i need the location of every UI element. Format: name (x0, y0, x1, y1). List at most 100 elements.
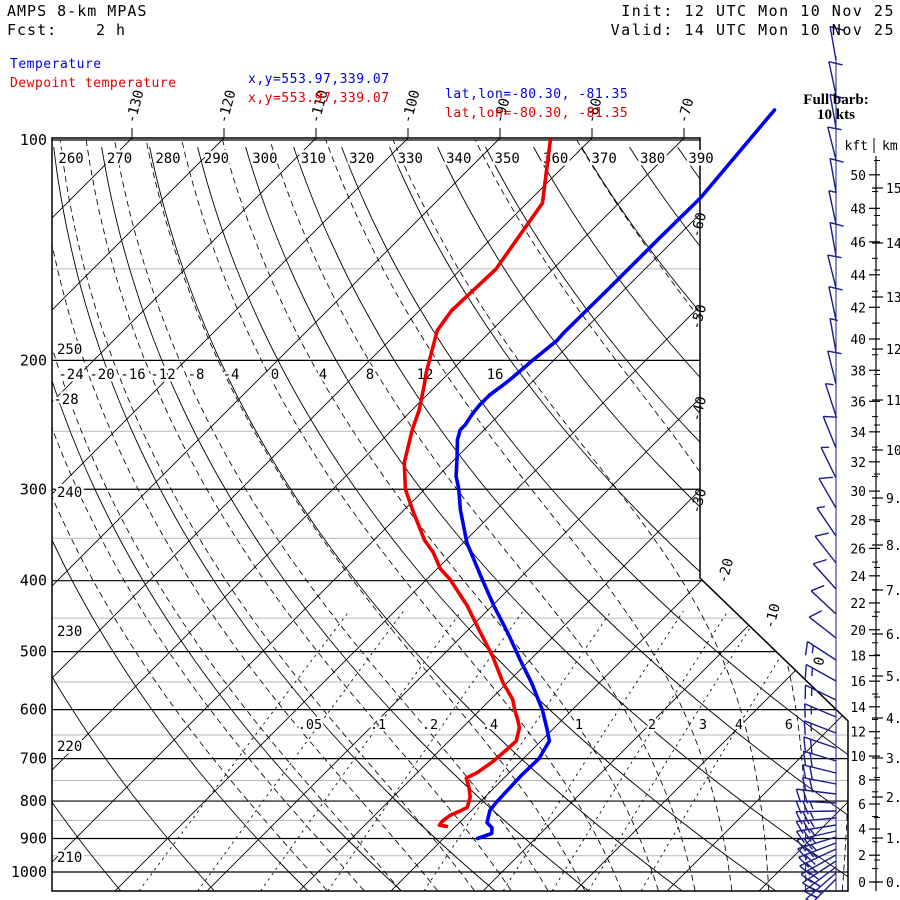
km-tick-label: 6. (886, 628, 900, 643)
mixing-ratio-label: 6 (785, 717, 793, 733)
pressure-label: 600 (20, 701, 47, 719)
isotherm-top-label: -80 (583, 96, 605, 125)
theta-top-label: 270 (107, 151, 132, 167)
full-barb-note-line2: 10 kts (817, 107, 855, 123)
km-tick-label: 5. (886, 670, 900, 685)
moist-adiabat-label: 0 (271, 367, 279, 383)
km-tick-label: 10. (886, 444, 900, 459)
kft-tick-label: 40 (850, 333, 866, 348)
km-tick-label: 14. (886, 237, 900, 252)
theta-top-label: 340 (446, 151, 471, 167)
chart-frame (51, 137, 849, 892)
theta-left-label: 210 (57, 850, 82, 866)
km-tick-label: 7. (886, 584, 900, 599)
kft-tick-label: 18 (850, 650, 866, 665)
isotherm-top-label: -70 (675, 96, 697, 125)
moist-adiabat-label: 4 (319, 367, 327, 383)
grid-lines (52, 138, 848, 891)
height-scale: kft km02468101214161820222426283032343638… (845, 138, 900, 891)
moist-adiabat-label: 8 (366, 367, 374, 383)
moist-adiabat-label: -12 (150, 367, 175, 383)
mixing-ratio-label: 2 (648, 717, 656, 733)
mixing-ratio-label: .4 (482, 717, 498, 733)
isotherm-top-label: -120 (215, 88, 239, 125)
mixing-ratio-label: .2 (422, 717, 438, 733)
pressure-label: 500 (20, 643, 47, 661)
km-tick-label: 0. (886, 876, 900, 891)
kft-tick-label: 10 (850, 750, 866, 765)
km-tick-label: 9. (886, 492, 900, 507)
kft-tick-label: 8 (858, 774, 866, 789)
pressure-label: 200 (20, 351, 47, 369)
km-axis-title: km (882, 139, 898, 154)
moist-adiabat-label: -24 (58, 367, 83, 383)
model-title: AMPS 8-km MPAS (7, 2, 148, 20)
kft-tick-label: 36 (850, 395, 866, 410)
kft-tick-label: 46 (850, 236, 866, 251)
temperature-xy-readout: x,y=553.97,339.07 (248, 72, 390, 87)
moist-adiabat-left-label: -28 (53, 392, 78, 408)
dewpoint-curve (402, 138, 553, 829)
theta-top-label: 370 (591, 151, 616, 167)
theta-top-label: 300 (252, 151, 277, 167)
dewpoint-latlon-readout: lat,lon=-80.30, -81.35 (445, 106, 629, 121)
kft-tick-label: 30 (850, 485, 866, 500)
kft-tick-label: 26 (850, 542, 866, 557)
pressure-label: 800 (20, 792, 47, 810)
isotherm-right-label: -40 (688, 395, 710, 424)
temperature-latlon-readout: lat,lon=-80.30, -81.35 (445, 87, 629, 102)
pressure-label: 300 (20, 480, 47, 498)
theta-top-label: 310 (301, 151, 326, 167)
km-tick-label: 15. (886, 182, 900, 197)
kft-tick-label: 2 (858, 849, 866, 864)
pressure-label: 400 (20, 572, 47, 590)
temperature-curve (454, 108, 777, 841)
temperature-legend-label: Temperature (10, 57, 102, 72)
wind-barb-column (795, 25, 844, 900)
kft-tick-label: 14 (850, 701, 866, 716)
full-barb-note-line1: Full barb: (803, 92, 869, 108)
theta-top-label: 380 (640, 151, 665, 167)
mixing-ratio-label: 3 (699, 717, 707, 733)
isotherm-top-label: -100 (399, 88, 423, 125)
isotherm-top-label: -130 (123, 88, 147, 125)
theta-left-label: 240 (57, 485, 82, 501)
mixing-ratio-label: .1 (370, 717, 386, 733)
kft-tick-label: 32 (850, 456, 866, 471)
init-time: Init: 12 UTC Mon 10 Nov 25 (621, 2, 895, 20)
full-barb-note: Full barb: 10 kts (772, 93, 900, 123)
kft-tick-label: 24 (850, 570, 866, 585)
kft-tick-label: 16 (850, 675, 866, 690)
kft-tick-label: 44 (850, 269, 866, 284)
theta-left-label: 230 (57, 624, 82, 640)
dewpoint-legend-label: Dewpoint temperature (10, 76, 177, 91)
forecast-hour-value: 2 h (96, 21, 127, 39)
kft-tick-label: 34 (850, 426, 866, 441)
moist-adiabat-label: -8 (188, 367, 205, 383)
mixing-ratio-label: 4 (735, 717, 743, 733)
theta-top-label: 330 (398, 151, 423, 167)
km-tick-label: 1. (886, 832, 900, 847)
km-tick-label: 2. (886, 791, 900, 806)
isotherm-top-label: -90 (491, 96, 513, 125)
pressure-label: 700 (20, 750, 47, 768)
km-tick-label: 12. (886, 343, 900, 358)
km-tick-label: 11. (886, 394, 900, 409)
isotherm-right-label: -50 (688, 303, 710, 332)
km-tick-label: 3. (886, 752, 900, 767)
theta-top-label: 390 (688, 151, 713, 167)
isotherm-diag-label: 0 (811, 655, 829, 667)
dewpoint-legend-row: Dewpoint temperature x,y=553.97,339.07 l… (0, 61, 628, 136)
kft-tick-label: 12 (850, 726, 866, 741)
pressure-label: 100 (20, 131, 47, 149)
moist-adiabat-label: 16 (487, 367, 504, 383)
forecast-hour-label: Fcst: (7, 21, 58, 39)
isotherm-diag-label: -20 (715, 557, 737, 586)
km-tick-label: 8. (886, 539, 900, 554)
theta-top-label: 350 (495, 151, 520, 167)
theta-top-label: 280 (155, 151, 180, 167)
km-tick-label: 13. (886, 291, 900, 306)
